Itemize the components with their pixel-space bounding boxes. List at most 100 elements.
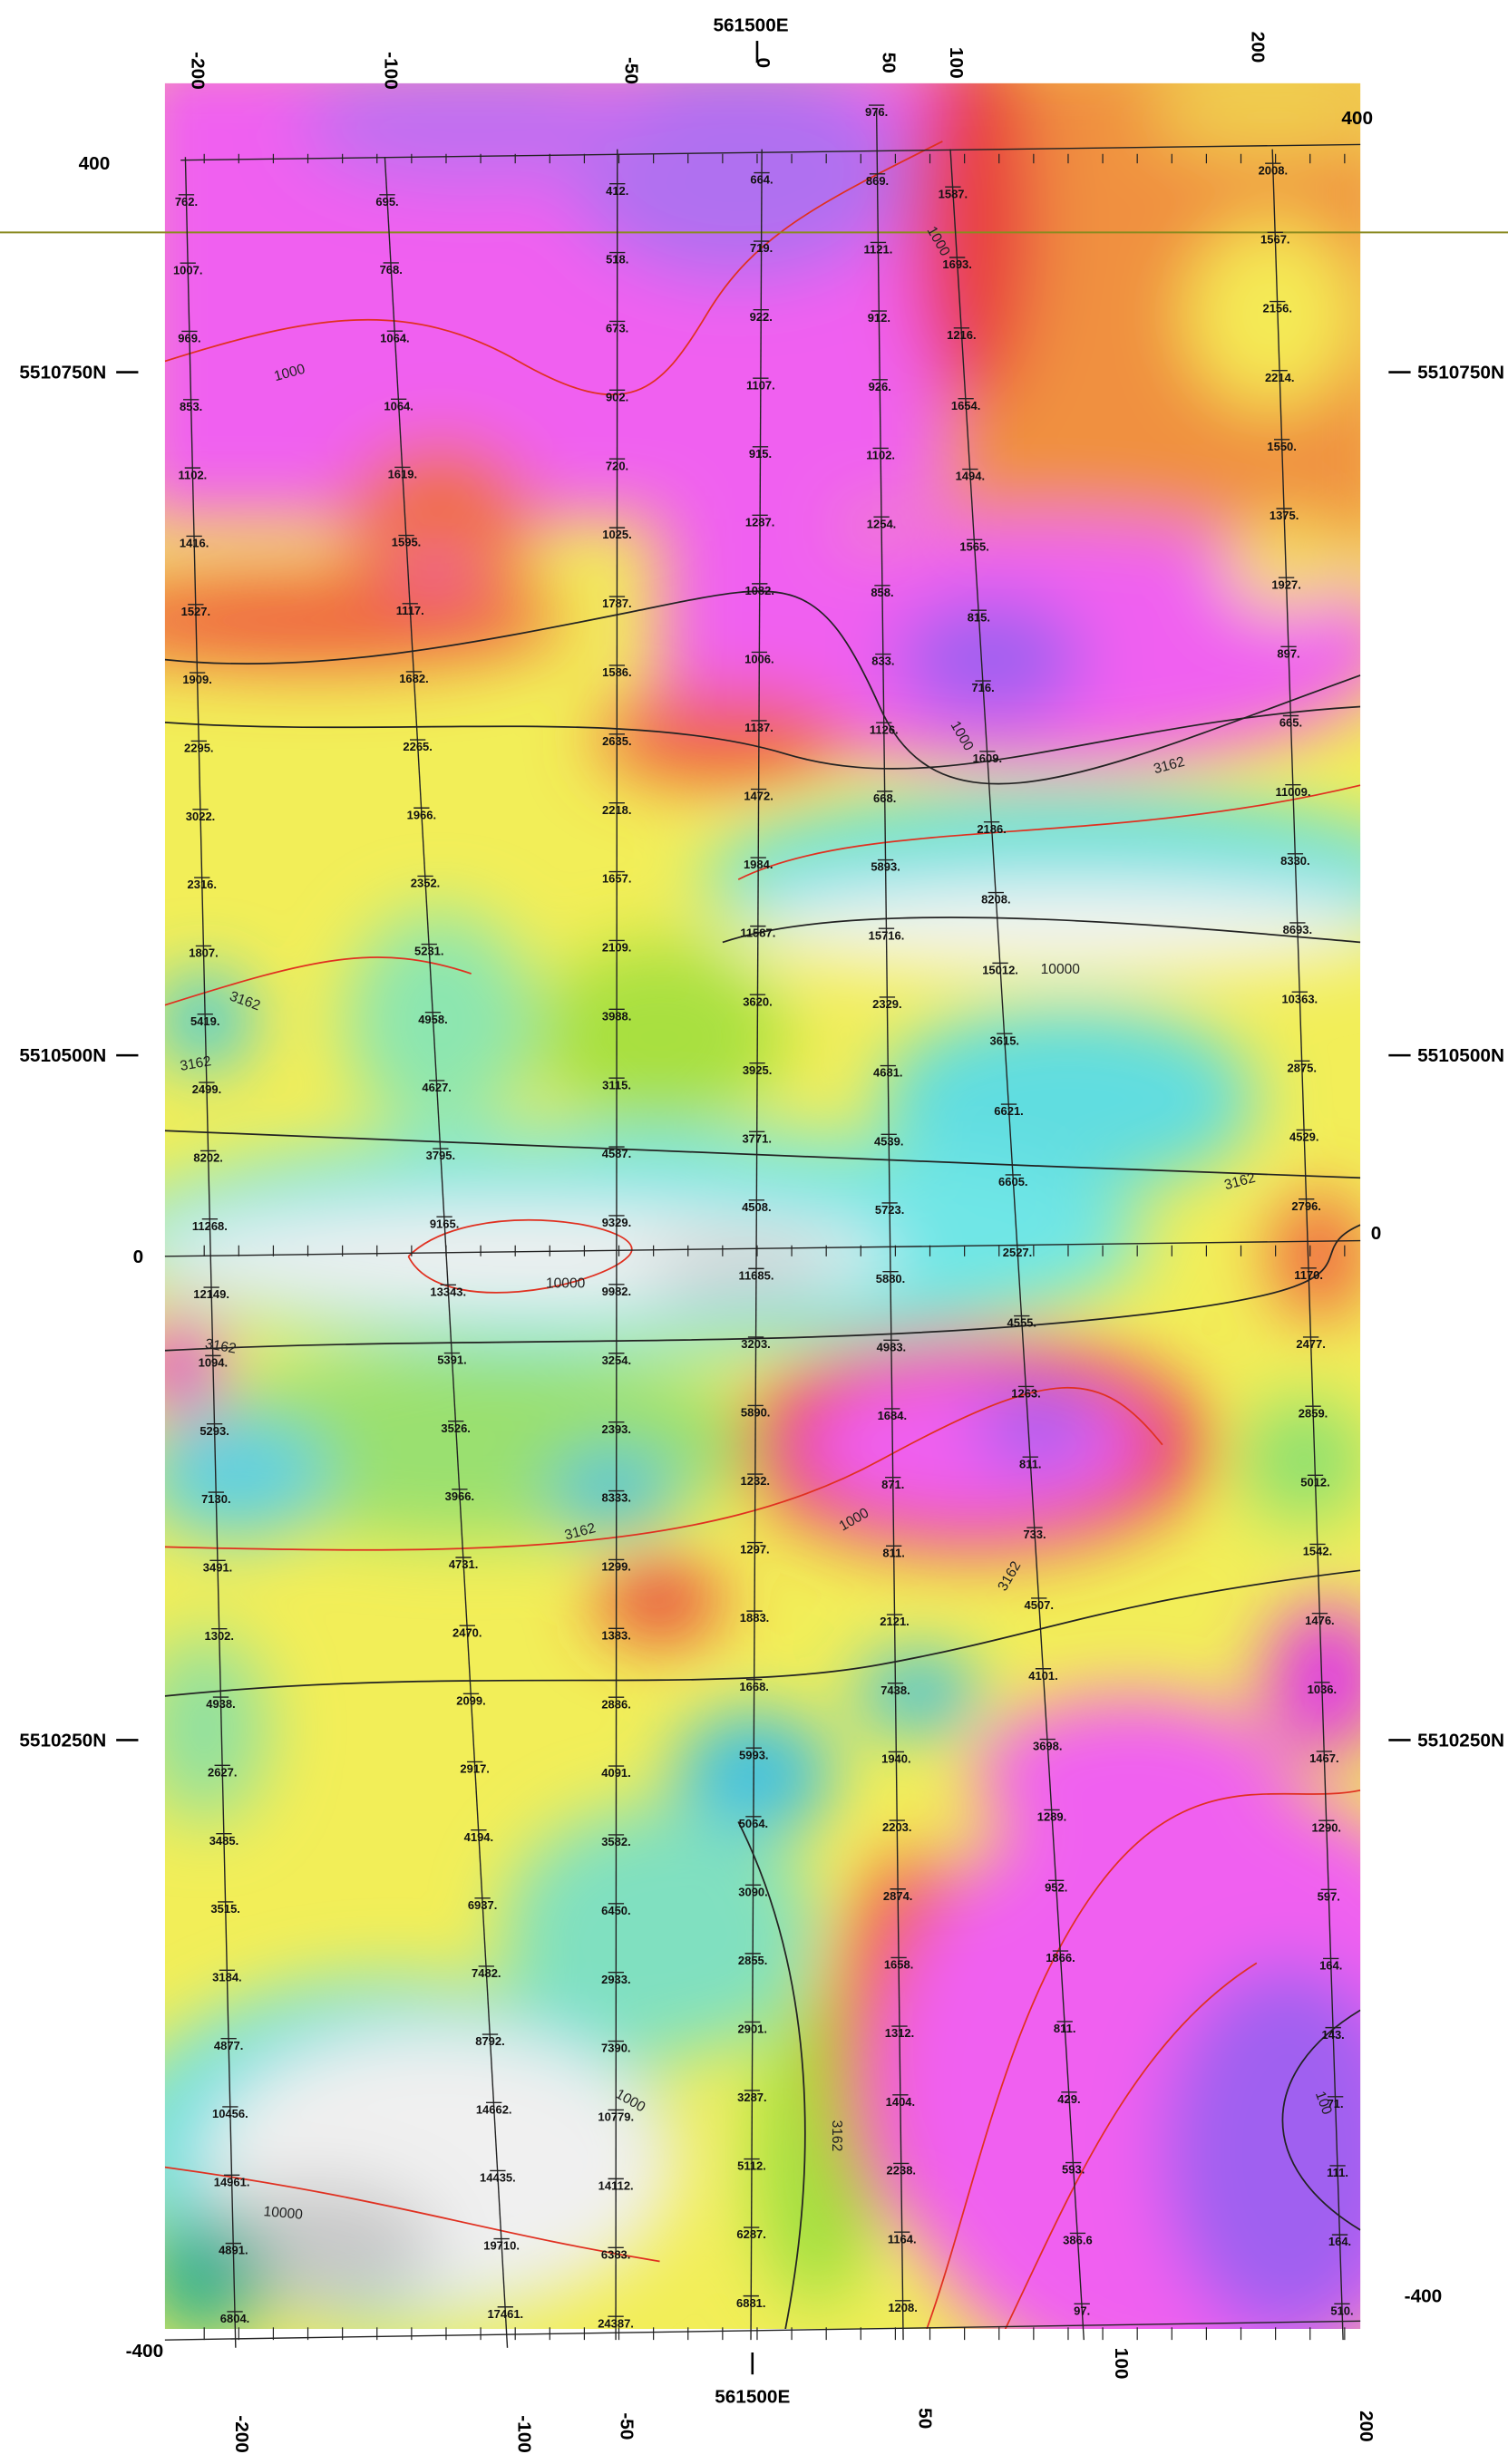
- station-value: 2295.: [184, 742, 214, 755]
- top-tick-label: -50: [620, 57, 641, 84]
- station-value: 1494.: [956, 470, 986, 483]
- station-value: 2499.: [192, 1082, 222, 1096]
- station-value: 3988.: [602, 1009, 631, 1023]
- station-value: 14961.: [214, 2175, 250, 2188]
- station-value: 593.: [1062, 2163, 1085, 2177]
- station-value: 1787.: [602, 597, 632, 610]
- station-value: 8330.: [1280, 854, 1310, 868]
- station-value: 4091.: [601, 1766, 630, 1780]
- right-label: 5510250N: [1417, 1730, 1504, 1751]
- station-value: 6621.: [994, 1104, 1024, 1118]
- station-value: 1609.: [973, 752, 1003, 765]
- station-value: 869.: [866, 174, 889, 188]
- station-value: 1375.: [1270, 509, 1299, 522]
- top-tick-label: -100: [380, 52, 401, 90]
- station-value: 2099.: [456, 1693, 486, 1707]
- station-value: 6450.: [601, 1904, 631, 1917]
- station-value: 1586.: [602, 665, 632, 679]
- station-value: 4101.: [1028, 1669, 1058, 1683]
- station-value: 1527.: [181, 605, 210, 618]
- station-value: 2855.: [738, 1954, 768, 1967]
- station-value: 5112.: [737, 2159, 766, 2173]
- station-value: 2627.: [208, 1765, 237, 1779]
- station-value: 1025.: [602, 528, 631, 541]
- station-value: 11009.: [1275, 785, 1310, 799]
- station-value: 1208.: [888, 2301, 918, 2314]
- station-value: 2109.: [602, 941, 632, 955]
- station-value: 665.: [1279, 716, 1302, 730]
- station-value: 11685.: [738, 1268, 773, 1282]
- station-value: 1654.: [951, 399, 981, 412]
- station-value: 4731.: [449, 1557, 478, 1571]
- left-label: -400: [126, 2341, 164, 2362]
- station-value: 1542.: [1303, 1545, 1333, 1558]
- station-value: 1102.: [866, 449, 895, 462]
- station-value: 2214.: [1265, 371, 1295, 384]
- easting-label: 561500E: [715, 2386, 790, 2407]
- station-value: 1290.: [1312, 1820, 1342, 1834]
- station-value: 2796.: [1291, 1199, 1321, 1213]
- station-value: 164.: [1328, 2235, 1351, 2248]
- station-value: 5893.: [871, 860, 900, 874]
- station-value: 1064.: [384, 399, 413, 412]
- station-value: 5723.: [875, 1203, 905, 1217]
- station-value: 4627.: [422, 1081, 452, 1094]
- station-value: 1036.: [1308, 1683, 1338, 1696]
- station-value: 15716.: [869, 928, 905, 942]
- station-value: 811.: [1019, 1457, 1042, 1470]
- station-value: 1416.: [180, 537, 209, 550]
- station-value: 8693.: [1283, 923, 1313, 936]
- station-value: 2874.: [883, 1889, 913, 1903]
- station-value: 412.: [606, 184, 628, 198]
- station-value: 14112.: [598, 2179, 634, 2193]
- bottom-tick-label: -200: [231, 2415, 252, 2453]
- station-value: 429.: [1057, 2092, 1080, 2106]
- station-value: 2218.: [602, 803, 631, 817]
- station-value: 1619.: [388, 468, 417, 481]
- station-value: 3526.: [441, 1421, 471, 1435]
- top-tick-label: -200: [187, 52, 208, 90]
- station-value: 8333.: [601, 1491, 631, 1505]
- left-label: 0: [133, 1247, 144, 1267]
- station-value: 1289.: [1037, 1810, 1067, 1824]
- station-value: 1966.: [407, 808, 436, 821]
- station-value: 3515.: [210, 1902, 240, 1916]
- station-value: 2635.: [602, 734, 631, 748]
- top-tick-label: 0: [753, 58, 773, 69]
- station-value: 720.: [606, 459, 628, 472]
- station-value: 6881.: [736, 2296, 765, 2310]
- station-value: 24387.: [598, 2316, 634, 2330]
- station-value: 2859.: [1299, 1406, 1328, 1420]
- color-field: [63, 32, 1508, 2403]
- station-value: 143.: [1322, 2028, 1345, 2042]
- station-value: 4507.: [1024, 1598, 1054, 1612]
- station-value: 1126.: [870, 723, 899, 736]
- station-value: 1094.: [199, 1356, 229, 1370]
- contour-label: 10000: [546, 1276, 586, 1291]
- station-value: 1567.: [1260, 232, 1290, 246]
- station-value: 5880.: [876, 1272, 906, 1285]
- station-value: 7130.: [201, 1492, 231, 1506]
- station-value: 1866.: [1046, 1951, 1075, 1964]
- station-value: 3771.: [742, 1131, 771, 1145]
- station-value: 915.: [749, 447, 772, 461]
- station-value: 1404.: [886, 2095, 916, 2109]
- station-value: 1883.: [740, 1611, 770, 1625]
- station-value: 4938.: [206, 1697, 236, 1711]
- bottom-tick-label: 200: [1356, 2411, 1377, 2442]
- station-value: 597.: [1318, 1889, 1340, 1903]
- station-value: 3491.: [203, 1560, 233, 1574]
- station-value: 6383.: [601, 2247, 631, 2261]
- station-value: 2121.: [880, 1615, 910, 1628]
- contour-label: 3162: [829, 2120, 844, 2152]
- station-value: 8208.: [981, 893, 1011, 907]
- right-label: 0: [1371, 1223, 1382, 1244]
- station-value: 1587.: [939, 187, 968, 200]
- station-value: 1472.: [744, 790, 773, 803]
- station-value: 976.: [865, 105, 888, 119]
- station-value: 1807.: [189, 946, 219, 960]
- station-value: 1668.: [739, 1680, 768, 1693]
- station-value: 1216.: [947, 328, 977, 342]
- easting-label: 561500E: [713, 15, 788, 36]
- station-value: 2393.: [602, 1422, 632, 1436]
